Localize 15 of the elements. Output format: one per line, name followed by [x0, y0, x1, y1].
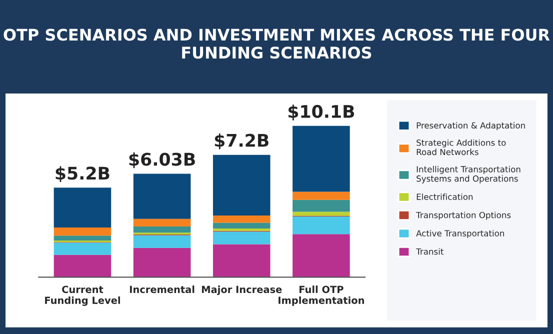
legend-label: Transit	[416, 248, 444, 255]
legend-label: Electrification	[416, 193, 473, 200]
x-tick-label: Major Increase	[202, 286, 282, 296]
annotation: $6.03B	[129, 152, 195, 168]
legend-label: Transportation Options	[416, 212, 511, 220]
legend-label: Preservation & Adaptation	[416, 122, 525, 130]
annotation: $7.2B	[214, 133, 268, 150]
legend-label: Intelligent Transportation Systems and Operations	[416, 166, 520, 184]
annotation: $10.1B	[288, 104, 354, 120]
legend-label: Strategic Additions to Road Networks	[416, 139, 506, 156]
chart-title: OTP SCENARIOS AND INVESTMENT MIXES ACROSS THE FOUR FUNDING SCENARIOS	[4, 28, 550, 59]
x-tick-label: Current Funding Level	[45, 286, 120, 306]
x-tick-label: Incremental	[130, 286, 194, 294]
annotation: $5.2B	[56, 166, 110, 182]
legend-label: Active Transportation	[416, 230, 504, 238]
